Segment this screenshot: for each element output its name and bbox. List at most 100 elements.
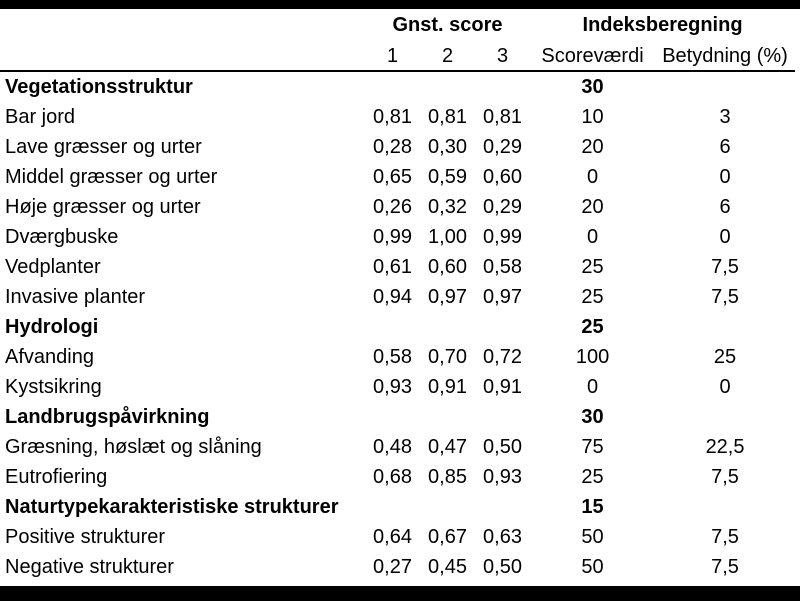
cell-scorevaerdi: 30 (581, 406, 604, 428)
table-row: Afvanding 0,58 0,70 0,72 100 25 (0, 342, 795, 372)
table-row: Middel græsser og urter 0,65 0,59 0,60 0… (0, 162, 795, 192)
cell-score-3: 0,99 (483, 226, 522, 248)
table-row: Positive strukturer 0,64 0,67 0,63 50 7,… (0, 522, 795, 552)
cell-score-2 (420, 312, 475, 342)
table-bottom-border (0, 586, 800, 601)
table-top-border (0, 0, 800, 9)
row-label: Høje græsser og urter (5, 196, 201, 218)
row-label: Afvanding (5, 346, 94, 368)
cell-score-3: 0,50 (483, 436, 522, 458)
cell-scorevaerdi: 100 (575, 346, 610, 368)
cell-betydning: 0 (719, 166, 731, 188)
cell-scorevaerdi: 0 (586, 226, 599, 248)
cell-score-1 (365, 312, 420, 342)
header-col-scorevaerdi: Scoreværdi (530, 42, 656, 72)
cell-score-2: 0,91 (428, 376, 467, 398)
cell-scorevaerdi: 0 (586, 166, 599, 188)
cell-scorevaerdi: 25 (581, 286, 604, 308)
table-row: Negative strukturer 0,27 0,45 0,50 50 7,… (0, 552, 795, 582)
cell-scorevaerdi: 50 (581, 526, 604, 548)
cell-scorevaerdi: 25 (581, 466, 604, 488)
cell-score-2: 0,45 (428, 556, 467, 578)
cell-betydning (655, 71, 795, 102)
cell-score-2 (420, 402, 475, 432)
cell-score-3 (475, 492, 530, 522)
cell-score-2 (420, 71, 475, 102)
cell-score-1: 0,93 (373, 376, 412, 398)
table-row: Høje græsser og urter 0,26 0,32 0,29 20 … (0, 192, 795, 222)
cell-score-1: 0,99 (373, 226, 412, 248)
cell-score-3 (475, 71, 530, 102)
cell-score-1: 0,94 (373, 286, 412, 308)
table-row: Naturtypekarakteristiske strukturer 15 (0, 492, 795, 522)
row-label: Vegetationsstruktur (5, 76, 193, 98)
row-label: Lave græsser og urter (5, 136, 202, 158)
cell-score-3: 0,81 (483, 106, 522, 128)
cell-score-1: 0,48 (373, 436, 412, 458)
row-label: Vedplanter (5, 256, 101, 278)
cell-scorevaerdi: 25 (581, 316, 604, 338)
header-col-score-3: 3 (475, 42, 531, 72)
header-group-indeksberegning: Indeksberegning (582, 14, 743, 36)
cell-score-2: 0,47 (428, 436, 467, 458)
cell-score-2 (420, 492, 475, 522)
row-label: Hydrologi (5, 316, 99, 338)
table-row: Eutrofiering 0,68 0,85 0,93 25 7,5 (0, 462, 795, 492)
cell-score-3: 0,63 (483, 526, 522, 548)
row-label: Eutrofiering (5, 466, 108, 488)
cell-score-2: 0,85 (428, 466, 467, 488)
cell-betydning: 7,5 (711, 526, 739, 548)
cell-score-2: 1,00 (428, 226, 467, 248)
cell-betydning: 22,5 (705, 436, 745, 458)
cell-betydning (655, 492, 795, 522)
cell-score-3: 0,72 (483, 346, 522, 368)
cell-betydning: 7,5 (711, 256, 739, 278)
row-label: Dværgbuske (5, 226, 119, 248)
cell-score-3: 0,50 (483, 556, 522, 578)
cell-scorevaerdi: 0 (586, 376, 599, 398)
assessment-table: Gnst. score Indeksberegning 1 2 3 Scorev… (0, 9, 796, 582)
cell-score-1: 0,65 (373, 166, 412, 188)
cell-betydning: 7,5 (711, 286, 739, 308)
row-label: Landbrugspåvirkning (5, 406, 210, 428)
cell-score-1: 0,61 (373, 256, 412, 278)
cell-score-2: 0,60 (428, 256, 467, 278)
table-row: Vegetationsstruktur 30 (0, 71, 795, 102)
cell-score-1: 0,64 (373, 526, 412, 548)
table-row: Bar jord 0,81 0,81 0,81 10 3 (0, 102, 795, 132)
row-label: Positive strukturer (5, 526, 166, 548)
cell-betydning: 6 (719, 196, 731, 218)
cell-score-1: 0,58 (373, 346, 412, 368)
header-sub-row: 1 2 3 Scoreværdi Betydning (%) (0, 42, 796, 72)
cell-score-2: 0,32 (428, 196, 467, 218)
cell-score-3 (475, 312, 530, 342)
table-row: Kystsikring 0,93 0,91 0,91 0 0 (0, 372, 795, 402)
cell-scorevaerdi: 10 (581, 106, 604, 128)
cell-score-2: 0,30 (428, 136, 467, 158)
header-group-gnst-score: Gnst. score (392, 14, 503, 36)
cell-score-1: 0,81 (373, 106, 412, 128)
cell-score-3: 0,97 (483, 286, 522, 308)
cell-scorevaerdi: 15 (581, 496, 604, 518)
cell-scorevaerdi: 30 (581, 76, 604, 98)
cell-score-3: 0,29 (483, 196, 522, 218)
header-empty-cell (0, 9, 365, 42)
table-row: Vedplanter 0,61 0,60 0,58 25 7,5 (0, 252, 795, 282)
table-row: Græsning, høslæt og slåning 0,48 0,47 0,… (0, 432, 795, 462)
header-group-row: Gnst. score Indeksberegning (0, 9, 795, 42)
cell-score-1: 0,68 (373, 466, 412, 488)
cell-scorevaerdi: 20 (581, 196, 604, 218)
table-row: Invasive planter 0,94 0,97 0,97 25 7,5 (0, 282, 795, 312)
cell-betydning: 7,5 (711, 466, 739, 488)
cell-score-1: 0,28 (373, 136, 412, 158)
header-col-score-2: 2 (420, 42, 475, 72)
cell-score-1 (365, 492, 420, 522)
table-row: Landbrugspåvirkning 30 (0, 402, 795, 432)
cell-score-1 (365, 71, 420, 102)
cell-betydning: 0 (719, 376, 731, 398)
header-col-score-1: 1 (365, 42, 420, 72)
row-label: Kystsikring (5, 376, 102, 398)
cell-betydning (655, 312, 795, 342)
cell-score-2: 0,81 (428, 106, 467, 128)
